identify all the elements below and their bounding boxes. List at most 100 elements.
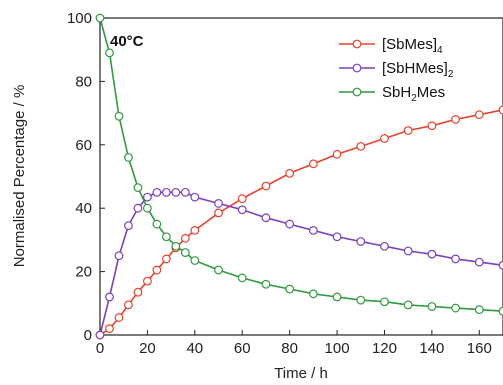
data-point [451, 303, 460, 313]
data-point [380, 134, 389, 143]
data-point [403, 246, 413, 256]
data-point [171, 241, 181, 251]
data-point [214, 208, 223, 218]
data-point [308, 289, 318, 299]
data-point [214, 265, 223, 275]
data-point [133, 203, 143, 213]
data-point [124, 300, 133, 310]
data-point [451, 254, 460, 264]
x-tick-label: 100 [325, 340, 350, 357]
data-point [133, 183, 143, 192]
data-point [114, 313, 124, 322]
data-point [161, 254, 171, 264]
legend-label: [SbMes]4 [382, 36, 443, 56]
data-point [237, 194, 247, 204]
data-point [105, 324, 114, 334]
data-point [152, 219, 162, 229]
data-point [95, 13, 105, 23]
data-point [95, 330, 105, 340]
y-tick-label: 0 [84, 327, 92, 344]
data-point [161, 187, 171, 197]
data-point [124, 221, 133, 231]
y-tick-label: 100 [67, 10, 92, 27]
data-point [474, 257, 484, 267]
legend-marker [352, 87, 362, 97]
x-axis-title: Time / h [274, 365, 328, 382]
y-tick-label: 40 [75, 200, 92, 217]
data-point [143, 276, 152, 286]
data-point [356, 141, 366, 151]
data-point [308, 225, 318, 235]
x-tick-label: 20 [139, 340, 156, 357]
data-point [261, 279, 271, 289]
data-point [105, 292, 114, 302]
data-point [161, 232, 171, 242]
data-point [427, 249, 437, 259]
data-point [332, 292, 342, 302]
data-point [261, 213, 271, 223]
x-tick-label: 160 [467, 340, 492, 357]
y-axis-title: Normalised Percentage / % [11, 85, 28, 268]
x-tick-label: 120 [372, 340, 397, 357]
data-point [180, 187, 190, 197]
data-point [190, 225, 200, 235]
data-point [332, 149, 342, 159]
x-tick-label: 60 [234, 340, 251, 357]
plot-frame [99, 17, 503, 336]
legend-marker [352, 39, 362, 49]
series-line-2 [99, 191, 503, 336]
data-point [380, 297, 389, 307]
data-point [285, 284, 295, 294]
y-tick-label: 60 [75, 137, 92, 154]
data-point [237, 273, 247, 283]
data-point [114, 251, 124, 261]
data-point [190, 192, 200, 202]
axis-ticks: 0 20 40 60 80 100 120 140 160 0 20 40 60 80 100 [67, 10, 492, 357]
legend-marker [352, 63, 362, 73]
data-point [356, 237, 366, 246]
data-point [427, 121, 437, 131]
data-point [171, 187, 181, 197]
legend-label: SbH2Mes [382, 84, 445, 104]
x-tick-label: 140 [419, 340, 444, 357]
data-point [190, 256, 200, 265]
data-point [474, 110, 484, 120]
data-point [427, 302, 437, 311]
x-tick-label: 80 [281, 340, 298, 357]
data-point [403, 300, 413, 310]
y-tick-label: 20 [75, 264, 92, 281]
data-point [105, 48, 114, 58]
data-point [152, 265, 162, 275]
data-point [498, 306, 503, 316]
series-layer [95, 13, 503, 340]
data-point [308, 159, 318, 169]
data-point [261, 181, 271, 191]
data-point [498, 260, 503, 270]
legend-label: [SbHMes]2 [382, 60, 454, 80]
temperature-annotation: 40°C [110, 33, 144, 50]
data-point [356, 295, 366, 305]
data-point [498, 105, 503, 115]
data-point [403, 126, 413, 135]
data-point [332, 232, 342, 242]
data-point [114, 111, 124, 121]
data-point [180, 233, 190, 243]
data-point [285, 168, 295, 178]
data-point [214, 199, 223, 208]
x-tick-label: 0 [96, 340, 104, 357]
data-point [143, 192, 152, 202]
data-point [285, 219, 295, 229]
data-point [143, 203, 152, 213]
legend: [SbMes]4 [SbHMes]2 SbH2Mes [339, 36, 454, 104]
data-point [152, 187, 162, 197]
data-point [124, 153, 133, 162]
data-point [451, 115, 460, 124]
data-point [237, 205, 247, 215]
data-point [133, 287, 143, 297]
data-point [180, 248, 190, 257]
data-point [380, 241, 389, 251]
y-tick-label: 80 [75, 73, 92, 90]
data-point [474, 305, 484, 315]
x-tick-label: 40 [186, 340, 203, 357]
